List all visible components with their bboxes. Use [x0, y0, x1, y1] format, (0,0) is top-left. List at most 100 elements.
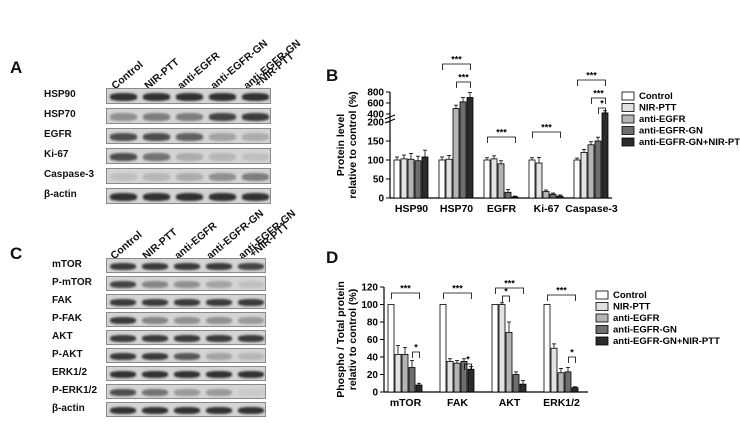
significance-bracket	[443, 292, 472, 299]
x-tick-label: Caspase-3	[565, 203, 618, 215]
legend-swatch	[595, 325, 609, 334]
blot-band	[174, 263, 200, 270]
significance-bracket	[487, 136, 516, 143]
blot-band	[238, 389, 264, 396]
blot-row-label: P-FAK	[52, 312, 82, 324]
blot-band	[242, 113, 269, 121]
blot-band	[174, 371, 200, 378]
significance-label: ***	[452, 284, 463, 294]
axis-break	[384, 118, 396, 124]
bar	[483, 159, 491, 199]
bar	[504, 191, 512, 199]
blot-band	[242, 153, 269, 161]
legend-label: anti-EGFR	[613, 313, 660, 324]
blot-band	[206, 335, 232, 342]
bar	[519, 383, 527, 393]
bar	[550, 347, 558, 393]
significance-label: *	[600, 99, 604, 109]
blot-band	[209, 153, 236, 161]
blot-band	[142, 353, 168, 360]
bar	[400, 158, 408, 199]
blot-strip	[106, 276, 266, 291]
significance-label: *	[570, 348, 574, 358]
western-blot-c: Control NIR-PTT anti-EGFR anti-EGFR-GN anti-…	[0, 0, 300, 426]
blot-band	[176, 93, 203, 101]
blot-band	[142, 389, 168, 396]
y-tick-label: 100	[361, 300, 378, 311]
blot-band	[110, 193, 137, 201]
panel-letter-c: C	[10, 244, 23, 263]
blot-band	[110, 281, 136, 288]
bar	[466, 97, 474, 199]
blot-band	[206, 407, 232, 414]
y-axis-label: Protein level	[335, 114, 347, 177]
bar	[439, 304, 447, 393]
significance-label: ***	[496, 128, 507, 138]
blot-strip	[106, 168, 271, 184]
blot-row-label: FAK	[52, 294, 72, 306]
y-tick-label: 400	[367, 110, 384, 121]
x-tick-label: Ki-67	[534, 203, 560, 215]
blot-band	[176, 193, 203, 201]
blot-band	[209, 113, 236, 121]
bar	[459, 101, 467, 199]
bar	[511, 196, 519, 199]
significance-bracket	[502, 295, 510, 302]
x-tick-label: ERK1/2	[543, 397, 580, 409]
blot-band	[110, 299, 136, 306]
bar	[408, 367, 416, 393]
panel-letter-b: B	[326, 66, 339, 85]
blot-band	[209, 93, 236, 101]
blot-band	[242, 93, 269, 101]
x-tick-label: EGFR	[487, 203, 517, 215]
bar	[387, 304, 395, 393]
y-axis-label: Phospho / Total protein	[335, 281, 347, 397]
bar	[498, 304, 506, 393]
blot-band	[110, 317, 136, 324]
blot-band	[206, 389, 232, 396]
blot-strip	[106, 294, 266, 309]
bar	[601, 112, 609, 199]
blot-band	[142, 407, 168, 414]
blot-band	[176, 173, 203, 181]
blot-band	[142, 371, 168, 378]
blot-band	[242, 173, 269, 181]
bar	[564, 371, 572, 393]
bar	[535, 162, 543, 199]
bar	[594, 140, 602, 199]
significance-label: ***	[400, 284, 411, 294]
significance-label: *	[414, 343, 418, 353]
blot-band	[110, 353, 136, 360]
significance-label: ***	[556, 286, 567, 296]
x-tick-label: mTOR	[390, 397, 422, 409]
y-tick-label: 120	[361, 283, 378, 294]
bar	[421, 156, 429, 199]
blot-band	[176, 153, 203, 161]
blot-band	[206, 353, 232, 360]
legend-label: anti-EGFR-GN+NIR-PTT	[613, 336, 720, 347]
blot-band	[238, 281, 264, 288]
legend-label: Control	[613, 290, 647, 301]
significance-bracket	[598, 107, 606, 114]
bar	[453, 362, 461, 393]
blot-strip	[106, 366, 266, 381]
blot-band	[110, 335, 136, 342]
significance-bracket	[591, 97, 606, 104]
significance-bracket	[547, 294, 576, 301]
bar	[401, 353, 409, 393]
significance-bracket	[464, 363, 472, 370]
blot-row-label: P-mTOR	[52, 276, 92, 288]
bar	[549, 193, 557, 199]
blot-band	[238, 299, 264, 306]
blot-strip	[106, 348, 266, 363]
y-tick-label: 100	[367, 156, 384, 167]
blot-band	[110, 133, 137, 141]
blot-band	[174, 353, 200, 360]
x-tick-label: HSP70	[440, 203, 473, 215]
bar	[587, 144, 595, 199]
blot-band	[238, 317, 264, 324]
legend-label: anti-EGFR-GN	[613, 325, 677, 336]
blot-band	[238, 335, 264, 342]
blot-band	[142, 317, 168, 324]
blot-band	[174, 407, 200, 414]
